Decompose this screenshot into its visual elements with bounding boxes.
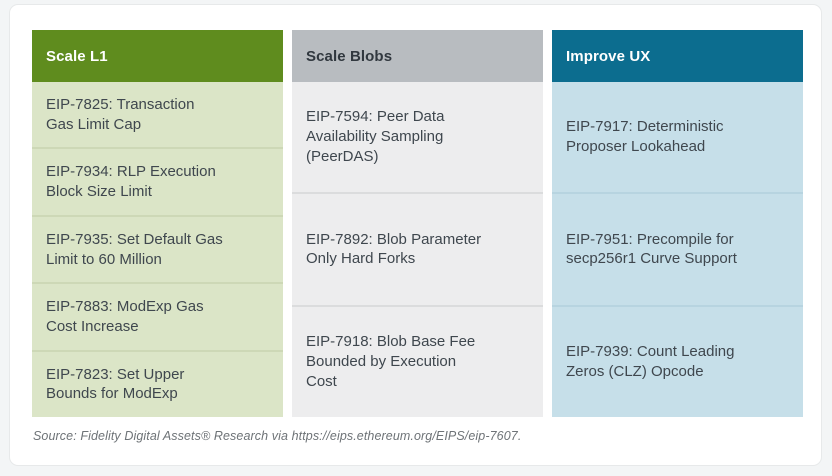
table-cell: EIP-7951: Precompile for secp256r1 Curve… <box>552 192 803 305</box>
eip-item-label: EIP-7939: Count Leading Zeros (CLZ) Opco… <box>566 343 735 380</box>
column-scale-l1: Scale L1 EIP-7825: Transaction Gas Limit… <box>32 30 283 418</box>
table-cell: EIP-7917: Deterministic Proposer Lookahe… <box>552 82 803 193</box>
table-cell: EIP-7935: Set Default Gas Limit to 60 Mi… <box>32 214 283 283</box>
eip-item-label: EIP-7825: Transaction Gas Limit Cap <box>46 95 195 133</box>
eip-item-label: EIP-7892: Blob Parameter Only Hard Forks <box>306 230 482 268</box>
column-header-scale-blobs: Scale Blobs <box>292 30 543 82</box>
eip-item-label: EIP-7918: Blob Base Fee Bounded by Execu… <box>306 333 476 390</box>
column-header-scale-l1: Scale L1 <box>32 30 283 82</box>
column-scale-blobs: Scale Blobs EIP-7594: Peer Data Availabi… <box>292 30 543 417</box>
column-body-scale-l1: EIP-7825: Transaction Gas Limit Cap EIP-… <box>32 82 283 418</box>
eip-item-label: EIP-7823: Set Upper Bounds for ModExp <box>46 365 185 403</box>
source-attribution: Source: Fidelity Digital Assets® Researc… <box>33 429 522 443</box>
eip-item-label: EIP-7935: Set Default Gas Limit to 60 Mi… <box>46 230 223 268</box>
table-cell: EIP-7939: Count Leading Zeros (CLZ) Opco… <box>552 304 803 417</box>
table-cell: EIP-7934: RLP Execution Block Size Limit <box>32 147 283 215</box>
table-cell: EIP-7823: Set Upper Bounds for ModExp <box>32 349 283 418</box>
eip-item-label: EIP-7951: Precompile for secp256r1 Curve… <box>566 230 737 268</box>
eip-item-label: EIP-7917: Deterministic Proposer Lookahe… <box>566 118 724 156</box>
table-cell: EIP-7883: ModExp Gas Cost Increase <box>32 282 283 350</box>
figure-card: Scale L1 EIP-7825: Transaction Gas Limit… <box>9 4 822 466</box>
table-cell: EIP-7594: Peer Data Availability Samplin… <box>292 82 543 193</box>
column-body-scale-blobs: EIP-7594: Peer Data Availability Samplin… <box>292 82 543 417</box>
eip-item-label: EIP-7934: RLP Execution Block Size Limit <box>46 163 216 201</box>
column-header-improve-ux: Improve UX <box>552 30 803 82</box>
table-cell: EIP-7918: Blob Base Fee Bounded by Execu… <box>292 304 543 417</box>
table-cell: EIP-7825: Transaction Gas Limit Cap <box>32 82 283 148</box>
eip-category-table: Scale L1 EIP-7825: Transaction Gas Limit… <box>32 30 803 418</box>
column-body-improve-ux: EIP-7917: Deterministic Proposer Lookahe… <box>552 82 803 417</box>
eip-item-label: EIP-7594: Peer Data Availability Samplin… <box>306 108 445 166</box>
table-cell: EIP-7892: Blob Parameter Only Hard Forks <box>292 192 543 305</box>
eip-item-label: EIP-7883: ModExp Gas Cost Increase <box>46 298 204 335</box>
column-improve-ux: Improve UX EIP-7917: Deterministic Propo… <box>552 30 803 417</box>
